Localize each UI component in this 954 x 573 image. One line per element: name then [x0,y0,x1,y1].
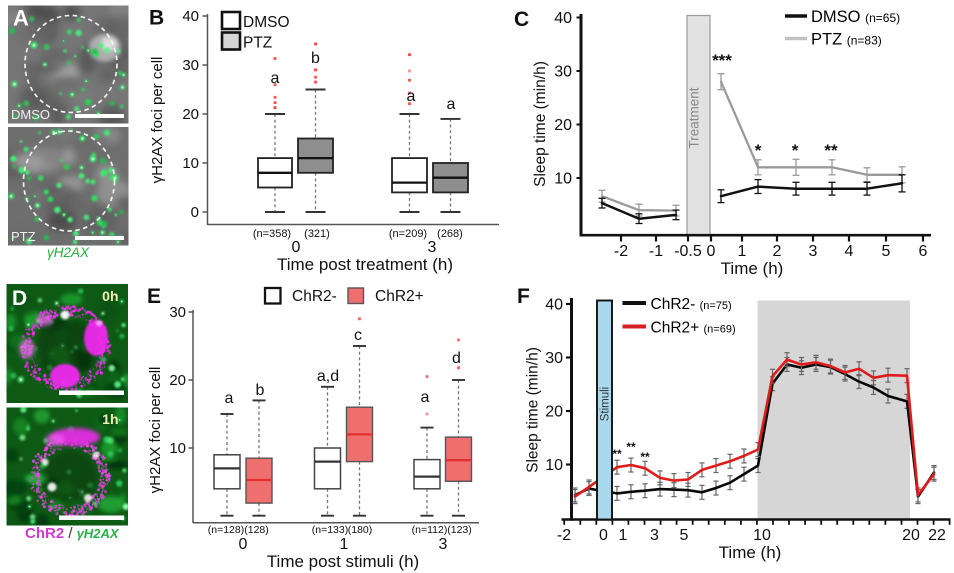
svg-text:22: 22 [928,527,946,544]
svg-text:b: b [311,50,320,67]
svg-text:20: 20 [554,117,572,134]
svg-text:DMSO (n=65): DMSO (n=65) [811,8,900,26]
svg-text:*: * [792,141,799,160]
svg-text:Stimuli: Stimuli [600,387,612,422]
svg-text:Sleep time (min/h): Sleep time (min/h) [525,347,542,473]
svg-text:***: *** [712,51,732,70]
svg-text:PTZ: PTZ [243,35,272,52]
svg-text:**: ** [612,447,622,461]
svg-text:1: 1 [738,243,747,260]
svg-text:10: 10 [545,457,563,474]
svg-text:10: 10 [753,527,771,544]
svg-text:d: d [452,350,461,367]
svg-text:A: A [13,6,29,31]
svg-text:a: a [271,70,280,87]
svg-text:ChR2- (n=75): ChR2- (n=75) [651,296,732,313]
svg-text:40: 40 [554,10,572,27]
svg-text:(128): (128) [244,524,269,536]
svg-text:0: 0 [599,527,608,544]
svg-text:ChR2+ (n=69): ChR2+ (n=69) [651,320,736,337]
svg-text:Treatment: Treatment [687,87,702,148]
svg-text:-2: -2 [614,243,628,260]
svg-text:20: 20 [545,404,563,421]
svg-text:4: 4 [845,243,854,260]
svg-text:-1: -1 [649,243,663,260]
svg-text:0: 0 [239,536,248,553]
svg-text:a,d: a,d [317,368,339,385]
svg-text:DMSO: DMSO [243,14,290,31]
svg-text:**: ** [626,440,636,454]
svg-text:5: 5 [882,243,891,260]
svg-text:5: 5 [680,527,689,544]
svg-text:a: a [407,88,416,105]
svg-text:γH2AX foci per cell: γH2AX foci per cell [149,57,166,184]
svg-text:20: 20 [182,106,199,123]
svg-text:(n=133): (n=133) [312,524,348,536]
svg-text:F: F [517,285,530,308]
svg-text:(n=209): (n=209) [389,228,427,240]
svg-text:(n=358): (n=358) [253,228,291,240]
svg-text:2: 2 [773,243,782,260]
svg-text:a: a [447,96,456,113]
svg-text:PTZ: PTZ [11,229,36,244]
svg-text:b: b [256,382,265,399]
svg-text:a: a [225,390,234,407]
svg-text:1: 1 [619,527,628,544]
svg-text:DMSO: DMSO [11,107,50,122]
svg-text:0: 0 [191,204,199,221]
svg-text:0h: 0h [102,288,118,304]
svg-text:0: 0 [292,239,301,256]
svg-text:**: ** [640,450,650,464]
svg-text:Time (h): Time (h) [719,543,782,562]
svg-text:30: 30 [169,304,186,321]
svg-text:30: 30 [182,57,199,74]
svg-text:(321): (321) [304,228,330,240]
svg-text:3: 3 [428,239,437,256]
svg-text:30: 30 [545,350,563,367]
svg-text:0: 0 [707,243,716,260]
svg-text:10: 10 [554,171,572,188]
svg-text:D: D [12,287,27,310]
svg-text:3: 3 [809,243,818,260]
svg-text:10: 10 [182,155,199,172]
svg-text:B: B [149,7,164,30]
svg-text:ChR2-: ChR2- [292,288,337,305]
svg-text:Time post stimuli (h): Time post stimuli (h) [267,552,419,571]
svg-text:ChR2 / γH2AX: ChR2 / γH2AX [25,525,120,542]
svg-text:*: * [755,141,762,160]
svg-text:C: C [514,8,529,31]
svg-text:-0.5: -0.5 [674,243,702,260]
svg-text:**: ** [824,141,838,160]
svg-text:40: 40 [545,297,563,314]
svg-text:γH2AX: γH2AX [47,245,90,260]
svg-text:3: 3 [650,527,659,544]
svg-text:(n=112): (n=112) [412,524,448,536]
svg-text:20: 20 [169,372,186,389]
svg-text:γH2AX foci per cell: γH2AX foci per cell [147,367,164,494]
svg-text:c: c [354,327,362,344]
svg-text:10: 10 [169,440,186,457]
svg-text:6: 6 [919,243,928,260]
svg-text:ChR2+: ChR2+ [375,288,424,305]
svg-text:1: 1 [340,536,349,553]
svg-text:Time post treatment (h): Time post treatment (h) [277,255,453,274]
svg-text:30: 30 [554,64,572,81]
svg-text:3: 3 [439,536,448,553]
svg-text:(n=128): (n=128) [208,524,244,536]
svg-text:Time (h): Time (h) [721,259,784,278]
svg-text:E: E [147,285,161,308]
svg-text:Sleep time (min/h): Sleep time (min/h) [532,61,549,187]
svg-text:(268): (268) [437,228,463,240]
svg-text:(123): (123) [447,524,472,536]
svg-text:20: 20 [902,527,920,544]
svg-text:-2: -2 [557,527,571,544]
svg-text:40: 40 [182,8,199,25]
svg-text:(180): (180) [348,524,373,536]
svg-text:a: a [421,389,430,406]
svg-text:PTZ (n=83): PTZ (n=83) [811,31,882,49]
svg-text:1h: 1h [102,411,118,427]
